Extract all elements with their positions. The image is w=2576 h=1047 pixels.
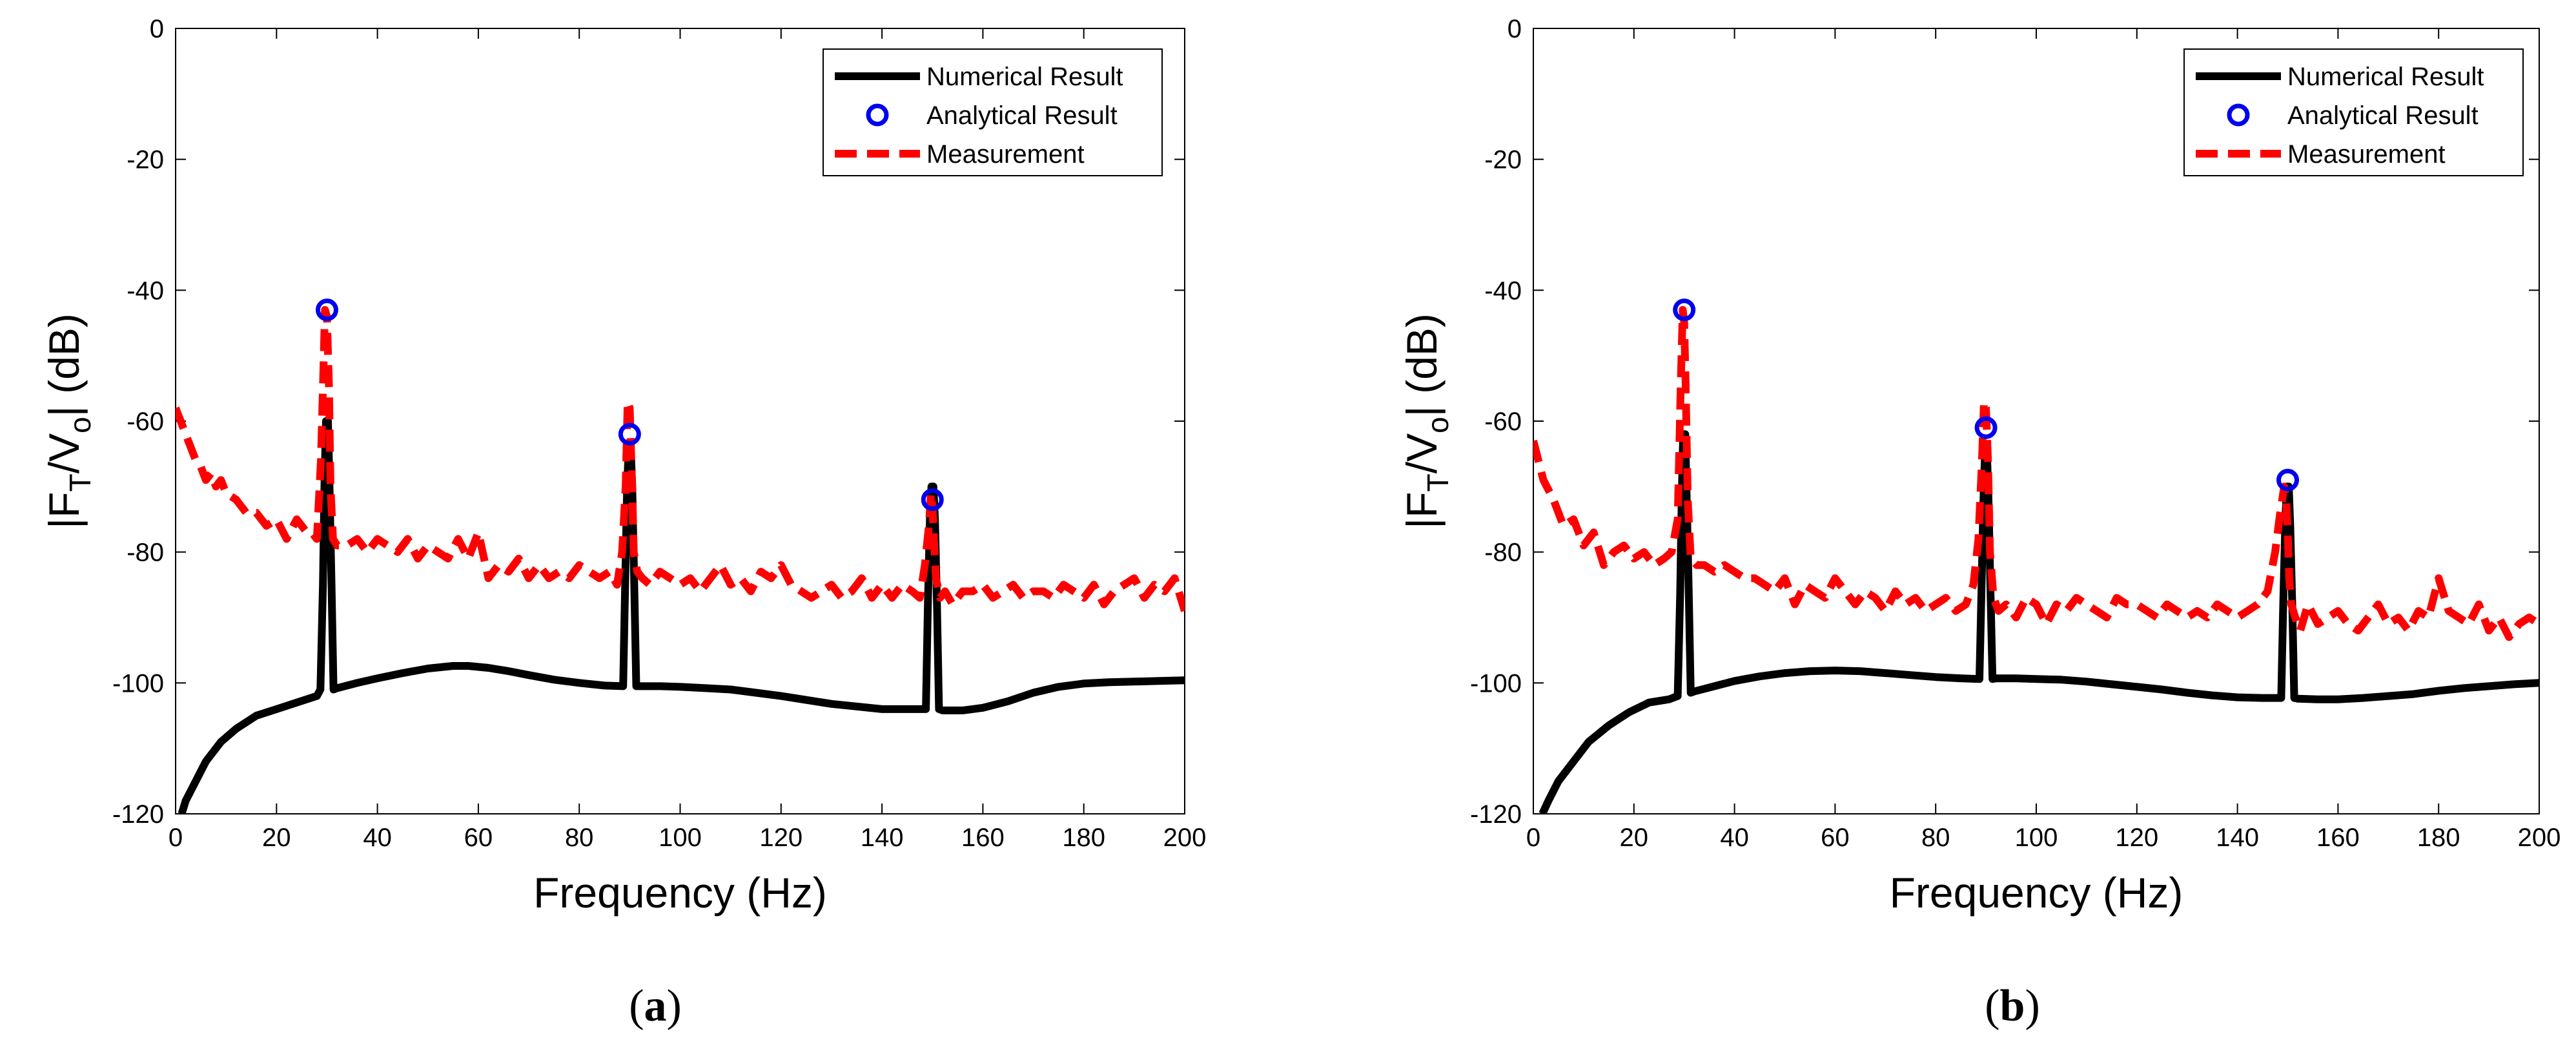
panel-label-close: ) — [2025, 981, 2039, 1031]
x-tick-label: 180 — [2417, 824, 2460, 852]
x-tick-label: 0 — [169, 824, 183, 852]
panel-label-letter: a — [644, 981, 667, 1031]
x-tick-label: 100 — [2015, 824, 2058, 852]
panel-label-open: ( — [629, 981, 644, 1031]
legend-entry-label: Measurement — [926, 140, 1085, 169]
y-tick-label: -60 — [1484, 408, 1522, 436]
legend-entry-label: Numerical Result — [926, 63, 1123, 91]
x-tick-label: 20 — [1620, 824, 1649, 852]
panel-label: (a) — [629, 981, 682, 1031]
x-tick-label: 80 — [565, 824, 594, 852]
analytical-result-marker — [618, 422, 641, 446]
legend: Numerical Result Analytical Result Measure… — [823, 48, 1163, 176]
series-group — [1533, 306, 2539, 814]
y-axis-label-pre: |F — [40, 492, 88, 528]
y-tick-label: -20 — [1484, 146, 1522, 174]
x-tick-label: 120 — [2115, 824, 2158, 852]
series-group — [176, 306, 1185, 814]
y-tick-label: -100 — [1470, 669, 1522, 698]
y-tick-label: 0 — [1508, 15, 1522, 43]
y-tick-label: 0 — [150, 15, 164, 43]
analytical-result-marker — [1673, 298, 1696, 322]
measurement-line — [1533, 306, 2539, 641]
chart-panel-b: 0 20 40 60 80 100 120 140 160 180 200 0 -20 -40 -60 -80… — [1398, 15, 2561, 1031]
y-axis-label-post: | (dB) — [40, 313, 88, 417]
y-tick-label: -80 — [127, 539, 164, 567]
panel-label-close: ) — [667, 981, 682, 1031]
x-tick-label: 20 — [262, 824, 291, 852]
y-tick-label: -60 — [127, 408, 164, 436]
x-axis-label: Frequency (Hz) — [1890, 869, 2183, 917]
x-tick-label: 40 — [1720, 824, 1749, 852]
x-tick-label: 200 — [2518, 824, 2561, 852]
y-tick-label: -120 — [1470, 800, 1522, 829]
x-tick-label: 160 — [961, 824, 1005, 852]
measurement-line — [176, 306, 1185, 612]
panel-label: (b) — [1985, 981, 2040, 1031]
legend-swatch-analytical — [2227, 103, 2250, 127]
legend-entry-label: Analytical Result — [2287, 101, 2479, 130]
legend-swatch-analytical — [866, 103, 889, 127]
legend-entry-label: Numerical Result — [2287, 63, 2484, 91]
y-tick-label: -20 — [127, 146, 164, 174]
x-tick-label: 60 — [464, 824, 493, 852]
chart-panel-a: 0 20 40 60 80 100 120 140 160 180 200 0 -20 -40 -60 -80… — [40, 15, 1206, 1031]
y-tick-label: -100 — [112, 669, 164, 698]
x-tick-label: 40 — [363, 824, 392, 852]
y-axis-label-mid: /V — [1398, 433, 1446, 473]
legend-entry-label: Analytical Result — [926, 101, 1118, 130]
x-tick-label: 120 — [759, 824, 802, 852]
analytical-result-marker — [921, 488, 944, 512]
x-tick-label: 0 — [1526, 824, 1540, 852]
panel-label-open: ( — [1985, 981, 1999, 1031]
y-tick-label: -120 — [112, 800, 164, 829]
x-tick-label: 160 — [2316, 824, 2360, 852]
x-tick-label: 100 — [659, 824, 702, 852]
analytical-result-marker — [2276, 468, 2299, 492]
analytical-result-marker — [315, 298, 338, 322]
y-axis-label-sub2: o — [63, 417, 97, 433]
x-axis-label: Frequency (Hz) — [533, 869, 827, 917]
x-tick-label: 200 — [1163, 824, 1207, 852]
y-axis-label-pre: |F — [1398, 492, 1446, 528]
x-tick-label: 140 — [861, 824, 904, 852]
y-axis-label-sub1: T — [1421, 473, 1455, 492]
panel-label-letter: b — [2000, 981, 2025, 1031]
x-tick-label: 80 — [1921, 824, 1950, 852]
x-tick-label: 180 — [1062, 824, 1105, 852]
analytical-result-marker — [1974, 416, 1998, 439]
y-axis-label-mid: /V — [40, 433, 88, 473]
y-axis-label: |FT/Vo| (dB) — [40, 313, 97, 529]
y-tick-label: -80 — [1484, 539, 1522, 567]
legend-entry-label: Measurement — [2287, 140, 2446, 169]
y-axis-label-sub2: o — [1421, 417, 1455, 433]
legend: Numerical Result Analytical Result Measure… — [2183, 48, 2524, 176]
x-tick-label: 140 — [2216, 824, 2259, 852]
x-tick-label: 60 — [1821, 824, 1850, 852]
y-axis-label-post: | (dB) — [1398, 313, 1446, 417]
y-axis-label-sub1: T — [63, 473, 97, 492]
y-tick-label: -40 — [127, 276, 164, 305]
y-axis-label: |FT/Vo| (dB) — [1398, 313, 1455, 529]
numerical-result-line — [1538, 430, 2539, 814]
y-tick-label: -40 — [1484, 276, 1522, 305]
